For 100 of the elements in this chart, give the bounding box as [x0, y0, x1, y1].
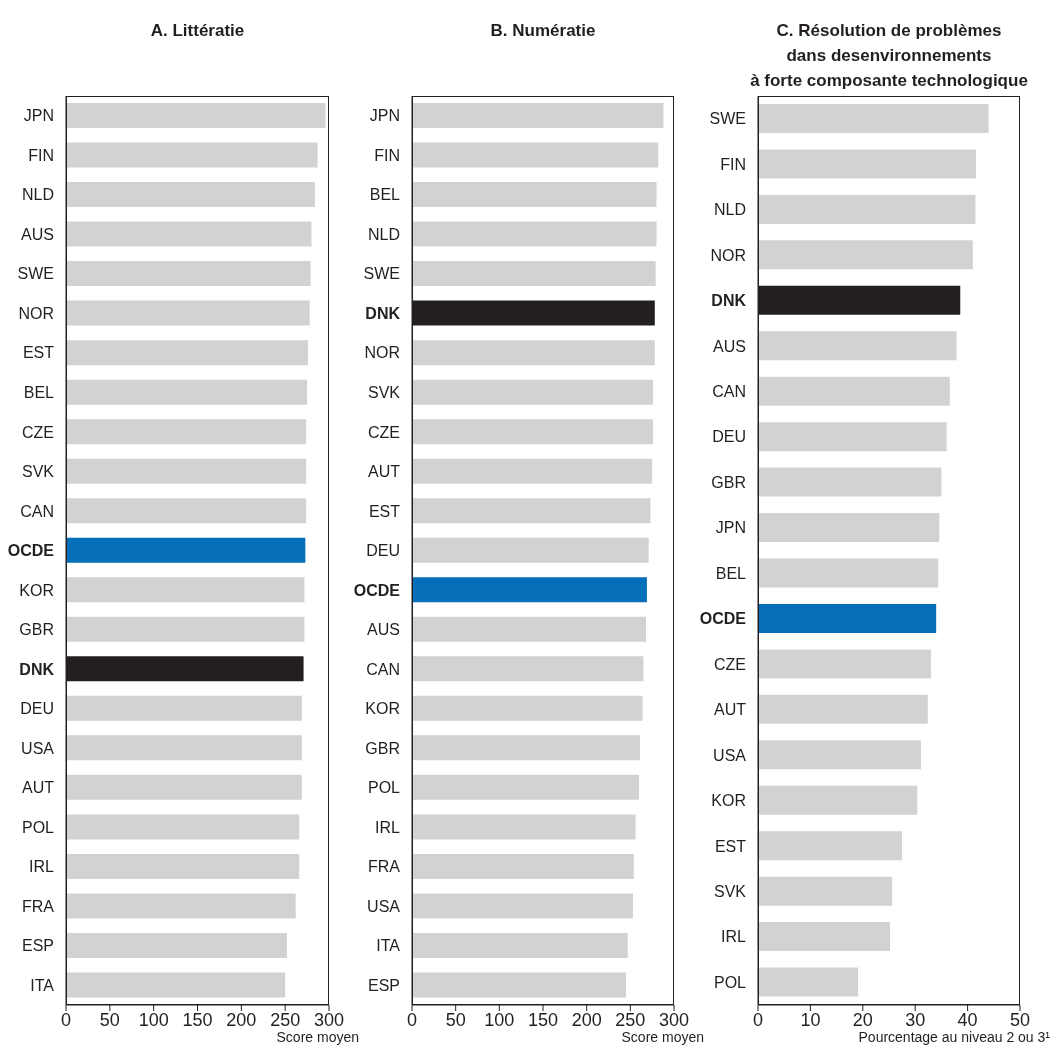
y-tick-label: ITA [30, 976, 55, 994]
bar [66, 972, 286, 998]
y-tick-label: POL [367, 779, 401, 797]
x-tick-label: 200 [571, 1009, 602, 1030]
bar [758, 467, 942, 497]
x-tick-label: 10 [800, 1009, 821, 1030]
bar [758, 831, 903, 861]
bar [66, 103, 326, 128]
x-tick-label: 250 [615, 1009, 646, 1030]
y-tick-label: DNK [711, 292, 747, 310]
y-tick-label: DNK [365, 304, 401, 322]
y-tick-label: CZE [368, 423, 400, 441]
y-tick-label: CAN [712, 383, 746, 401]
chart-title: B. Numératie [489, 20, 597, 42]
bar [66, 616, 305, 642]
y-tick-label: NOR [364, 344, 400, 362]
y-tick-label: DEU [20, 700, 54, 718]
bar [66, 458, 307, 484]
y-tick-label: SWE [17, 265, 54, 283]
y-tick-label: GBR [711, 473, 746, 491]
bar [758, 649, 931, 679]
bar [66, 300, 310, 326]
bar [66, 774, 302, 800]
bar [758, 331, 957, 361]
y-tick-label: BEL [23, 384, 55, 402]
x-tick-label: 100 [484, 1009, 515, 1030]
y-tick-label: USA [21, 739, 55, 757]
x-tick-label: 0 [60, 1009, 72, 1030]
bar [66, 814, 300, 840]
bar [758, 149, 976, 179]
y-tick-label: USA [713, 746, 747, 764]
y-tick-label: SWE [709, 110, 746, 128]
bar [66, 695, 302, 721]
y-tick-label: DEU [366, 542, 400, 560]
y-tick-label: OCDE [353, 581, 401, 599]
x-axis-title: Score moyen [275, 1029, 359, 1045]
y-tick-label: EST [714, 837, 747, 855]
y-tick-label: ITA [376, 937, 401, 955]
y-tick-label: AUS [367, 621, 400, 639]
y-tick-label: NOR [710, 246, 746, 264]
y-tick-label: FRA [368, 858, 401, 876]
y-tick-label: KOR [365, 700, 400, 718]
y-tick-label: AUS [713, 337, 746, 355]
bar [66, 261, 311, 287]
x-axis-title: Pourcentage au niveau 2 ou 3¹ [857, 1029, 1050, 1045]
bar [66, 182, 315, 208]
bar [66, 893, 296, 919]
y-tick-label: JPN [369, 107, 400, 125]
y-tick-label: IRL [721, 928, 747, 946]
bar [66, 379, 308, 405]
x-tick-label: 0 [752, 1009, 764, 1030]
y-tick-label: GBR [365, 739, 400, 757]
y-tick-label: SVK [713, 882, 747, 900]
y-tick-label: DEU [712, 428, 746, 446]
bar [758, 785, 918, 815]
x-tick-label: 20 [852, 1009, 873, 1030]
y-tick-label: DNK [19, 660, 55, 678]
bar [66, 932, 287, 958]
y-tick-label: NLD [713, 201, 746, 219]
bar [758, 104, 989, 133]
bar [758, 422, 947, 452]
bar [758, 558, 939, 588]
x-tick-label: 0 [406, 1009, 418, 1030]
y-tick-label: SVK [367, 384, 401, 402]
y-tick-label: IRL [375, 818, 401, 836]
y-tick-label: AUT [22, 779, 55, 797]
y-tick-label: CAN [366, 660, 400, 678]
y-tick-label: SVK [21, 463, 55, 481]
y-tick-label: OCDE [7, 542, 55, 560]
chart-title: C. Résolution de problèmes dans desenvironnements à forte composante technologique [749, 20, 1029, 92]
y-tick-label: ESP [367, 976, 400, 994]
bar [758, 922, 891, 952]
y-tick-label: CZE [22, 423, 54, 441]
y-tick-label: OCDE [699, 610, 747, 628]
bar [758, 694, 928, 724]
y-tick-label: NOR [18, 304, 54, 322]
bar [66, 735, 302, 761]
y-tick-label: CAN [20, 502, 54, 520]
y-tick-label: FIN [720, 155, 746, 173]
y-tick-label: CZE [714, 655, 746, 673]
y-tick-label: NLD [21, 186, 54, 204]
bar [758, 513, 940, 543]
x-axis-title: Score moyen [620, 1029, 704, 1045]
x-tick-label: 40 [957, 1009, 978, 1030]
y-tick-label: KOR [711, 792, 746, 810]
y-tick-label: POL [713, 973, 747, 991]
x-tick-label: 150 [527, 1009, 559, 1030]
y-tick-label: NLD [367, 225, 400, 243]
bar [66, 537, 306, 563]
bar [758, 376, 950, 406]
x-tick-label: 30 [905, 1009, 926, 1030]
y-tick-label: ESP [21, 937, 54, 955]
x-tick-label: 200 [226, 1009, 257, 1030]
chart-title: A. Littératie [149, 20, 246, 42]
bar [66, 577, 305, 603]
y-tick-label: AUT [714, 701, 747, 719]
y-tick-label: KOR [19, 581, 54, 599]
y-tick-label: GBR [19, 621, 54, 639]
y-tick-label: IRL [29, 858, 55, 876]
x-tick-label: 50 [99, 1009, 120, 1030]
